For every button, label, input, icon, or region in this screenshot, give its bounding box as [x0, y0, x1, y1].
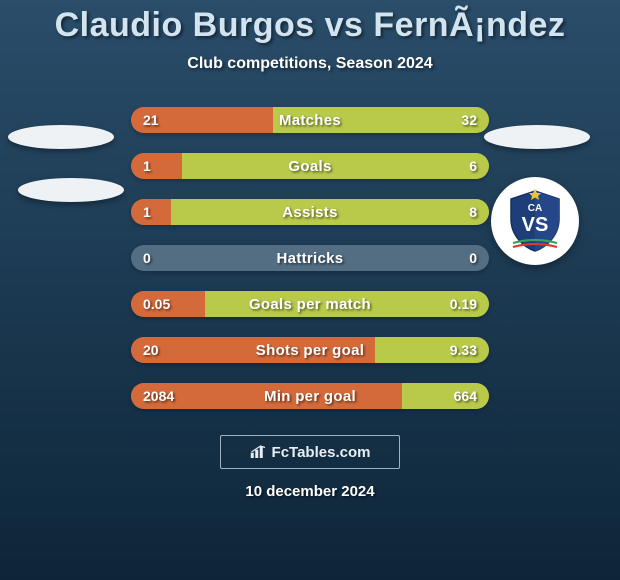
- stat-row: Goals1 6: [0, 153, 620, 179]
- footer-date: 10 december 2024: [245, 483, 374, 500]
- stat-label: Assists: [131, 199, 489, 225]
- stat-row: Min per goal2084 664: [0, 383, 620, 409]
- stat-bar: Min per goal2084 664: [131, 383, 489, 409]
- stat-value-left: 0.05: [143, 291, 170, 317]
- stat-row: Hattricks0 0: [0, 245, 620, 271]
- stat-value-right: 0: [469, 245, 477, 271]
- stat-value-left: 2084: [143, 383, 174, 409]
- stat-value-left: 0: [143, 245, 151, 271]
- stat-value-left: 20: [143, 337, 159, 363]
- stat-value-left: 21: [143, 107, 159, 133]
- stat-value-left: 1: [143, 199, 151, 225]
- stat-label: Hattricks: [131, 245, 489, 271]
- stat-value-right: 8: [469, 199, 477, 225]
- stat-label: Goals: [131, 153, 489, 179]
- stat-bar: Matches21 32: [131, 107, 489, 133]
- content: Claudio Burgos vs FernÃ¡ndez Club compet…: [0, 0, 620, 580]
- stat-row: Assists1 8: [0, 199, 620, 225]
- stat-label: Min per goal: [131, 383, 489, 409]
- stat-bar: Goals1 6: [131, 153, 489, 179]
- stat-bar: Shots per goal20 9.33: [131, 337, 489, 363]
- stat-rows: Matches2132Goals16Assists18Hattricks00Go…: [0, 107, 620, 409]
- stat-value-right: 32: [461, 107, 477, 133]
- stat-label: Matches: [131, 107, 489, 133]
- stat-label: Goals per match: [131, 291, 489, 317]
- stat-row: Shots per goal20 9.33: [0, 337, 620, 363]
- subtitle: Club competitions, Season 2024: [187, 55, 432, 73]
- stat-value-right: 664: [454, 383, 477, 409]
- stat-bar: Hattricks0 0: [131, 245, 489, 271]
- stat-value-right: 0.19: [450, 291, 477, 317]
- chart-icon: [250, 445, 268, 459]
- stat-bar: Goals per match0.05 0.19: [131, 291, 489, 317]
- stat-bar: Assists1 8: [131, 199, 489, 225]
- brand-text: FcTables.com: [272, 444, 371, 461]
- stat-label: Shots per goal: [131, 337, 489, 363]
- page-title: Claudio Burgos vs FernÃ¡ndez: [55, 6, 566, 45]
- stat-row: Matches21 32: [0, 107, 620, 133]
- stat-row: Goals per match0.05 0.19: [0, 291, 620, 317]
- brand-box: FcTables.com: [220, 435, 400, 469]
- stat-value-right: 6: [469, 153, 477, 179]
- stat-value-right: 9.33: [450, 337, 477, 363]
- stat-value-left: 1: [143, 153, 151, 179]
